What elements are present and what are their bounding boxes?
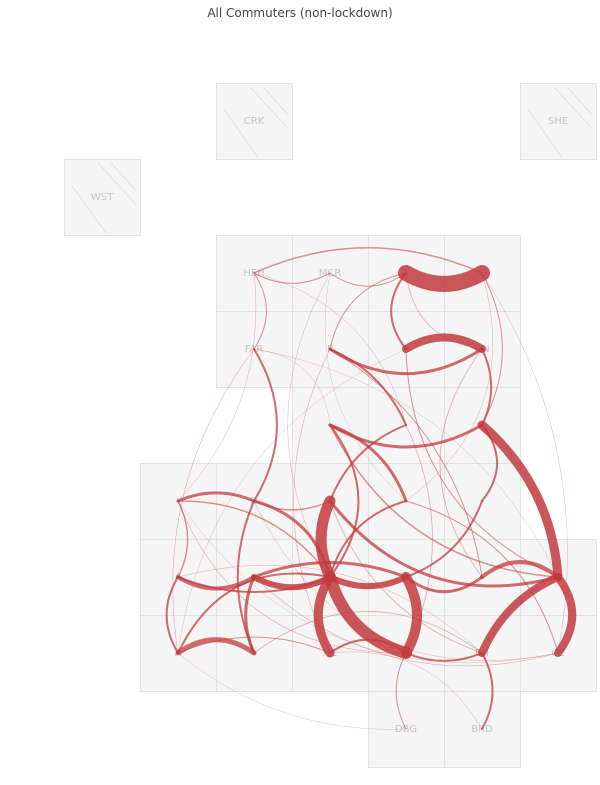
hatch-line: [527, 109, 563, 158]
flow-r5-l3: [481, 424, 499, 502]
flow-p1-r4: [329, 348, 407, 426]
flow-d1-n1: [236, 500, 255, 654]
cell-she: [520, 83, 597, 160]
flow-a4-n1: [175, 637, 257, 656]
flow-a1-c1: [398, 265, 490, 292]
flow-a3-m1: [177, 576, 331, 593]
flow-p1-m3: [329, 348, 483, 578]
flow-i1-n3: [177, 500, 407, 654]
flow-m1-hc: [313, 572, 335, 658]
flow-m3-m4: [480, 560, 560, 579]
flow-a4-dbg: [177, 652, 407, 730]
flow-n3-eh: [405, 652, 483, 662]
flow-a2-dn: [402, 333, 486, 353]
flow-a1-a2: [390, 272, 407, 350]
flow-i1-ce: [177, 500, 559, 663]
flow-a4-m1: [177, 572, 331, 654]
cell-rect: [64, 159, 141, 236]
flow-p1-hc: [293, 348, 331, 654]
flow-a4-hc: [177, 636, 331, 654]
flow-l3-m2: [405, 500, 483, 578]
cell-label-she: SHE: [548, 116, 568, 127]
cell-label-crk: CRK: [244, 116, 265, 127]
flow-r3-m1: [329, 424, 360, 578]
flow-a2-a4: [177, 348, 407, 654]
hatch-line: [553, 86, 593, 129]
flows-layer: [165, 247, 577, 730]
flow-d1-l1: [253, 500, 331, 511]
flow-n3-dbg: [395, 652, 407, 730]
cell-wst: [64, 159, 141, 236]
chart-title: All Commuters (non-lockdown): [207, 6, 393, 20]
flow-p1-a1: [329, 272, 407, 350]
flow-l2-m1: [329, 500, 407, 578]
flow-far-r3: [253, 348, 331, 426]
flow-c1-l2: [405, 272, 493, 502]
flow-b1-ce: [253, 576, 559, 667]
flow-i1-a3: [177, 500, 189, 578]
flow-mcr-a1: [329, 272, 407, 287]
cell-crk: [216, 83, 293, 160]
flow-a1-dn: [405, 272, 483, 350]
flow-c1-r5: [481, 272, 503, 426]
flow-far-d1: [253, 348, 278, 502]
cell-rect: [216, 83, 293, 160]
hatch-line: [97, 162, 137, 205]
flow-hc-brd: [329, 651, 483, 730]
flow-l1-m4: [328, 499, 560, 588]
hatch-line: [223, 109, 259, 158]
flow-a2-m4: [405, 348, 559, 578]
cell-rect: [520, 83, 597, 160]
flow-heh-c1: [253, 247, 483, 274]
flow-heh-r4: [253, 272, 407, 426]
flow-c1-ce: [481, 272, 568, 654]
hatch-line: [71, 185, 107, 234]
flow-m1-m2: [327, 574, 409, 590]
flow-m4-eh: [478, 573, 562, 657]
flow-hc-n3: [329, 638, 407, 654]
flow-r4-n3: [405, 424, 433, 654]
flow-b1-m2: [252, 561, 408, 579]
flow-a3-a4: [165, 576, 179, 654]
flow-l2-ce: [405, 500, 559, 654]
flow-m2-m3: [404, 575, 484, 594]
flow-d1-ce: [253, 500, 559, 661]
flow-a3-eh: [177, 564, 483, 654]
flow-i1-m1: [177, 500, 331, 578]
flow-dn-r5: [481, 348, 493, 426]
flow-m4-r5: [477, 420, 563, 582]
flow-m2-n3: [401, 572, 423, 658]
flow-l1-eh: [329, 500, 483, 654]
cell-label-wst: WST: [91, 192, 114, 203]
flow-r4-l1: [329, 424, 407, 502]
flow-r3-m4: [329, 424, 559, 578]
flow-dn-m3: [439, 348, 483, 578]
flow-far-heh: [253, 272, 267, 350]
flow-eh-brd: [481, 652, 494, 730]
flow-m1-n3: [324, 571, 412, 659]
flow-mcr-m1: [287, 272, 331, 578]
flow-r3-l2: [328, 423, 408, 503]
flow-n1-eh: [253, 611, 483, 654]
flow-m4-ce: [554, 573, 577, 657]
flow-heh-mcr: [253, 272, 331, 284]
flow-far-m4: [253, 348, 559, 578]
hatch-line: [262, 86, 289, 116]
hatch-line: [249, 86, 289, 129]
hatch-line: [110, 162, 137, 192]
flow-far-a4: [172, 348, 255, 654]
flow-i1-d1: [176, 491, 256, 503]
flow-heh-i1: [177, 272, 257, 502]
flow-mcr-l2: [324, 272, 407, 502]
hatch-line: [566, 86, 593, 116]
